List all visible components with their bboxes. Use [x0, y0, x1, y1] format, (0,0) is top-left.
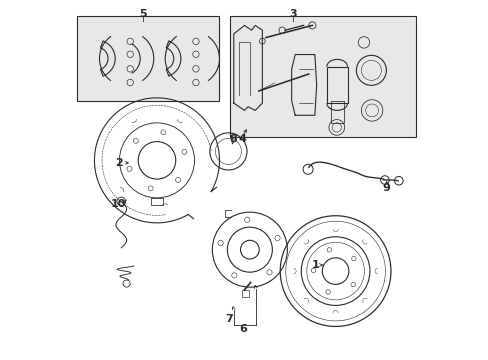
Text: 2: 2: [115, 158, 122, 168]
Bar: [326, 67, 347, 103]
Text: 6: 6: [238, 324, 246, 334]
Text: 10: 10: [111, 199, 126, 209]
Bar: [77, 16, 219, 102]
Bar: [330, 101, 343, 122]
Text: 8: 8: [229, 134, 237, 144]
Text: 5: 5: [139, 9, 146, 19]
Text: 7: 7: [225, 314, 233, 324]
Text: 1: 1: [311, 260, 319, 270]
Bar: [150, 198, 163, 205]
Bar: [230, 16, 415, 137]
Text: 4: 4: [238, 134, 246, 144]
Bar: [242, 290, 248, 297]
Text: 3: 3: [288, 9, 296, 19]
Text: 9: 9: [382, 183, 390, 193]
